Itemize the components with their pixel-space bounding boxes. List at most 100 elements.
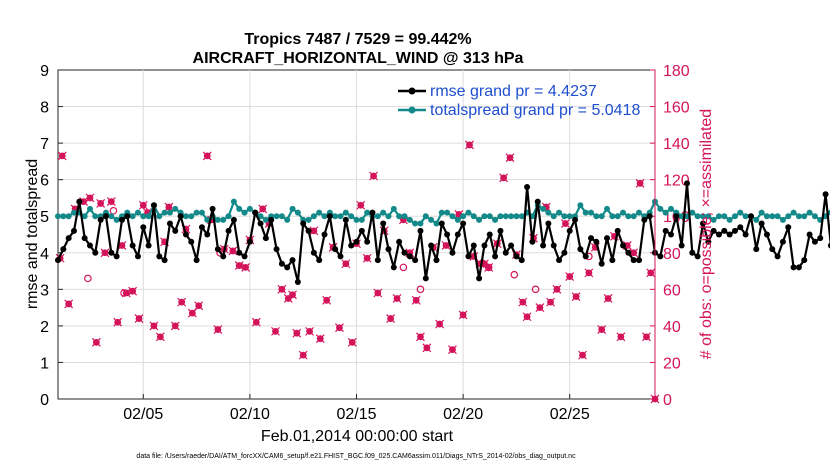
obs-assimilated-point [292,328,302,338]
rmse-point [454,231,461,238]
totalspread-point [294,209,301,216]
obs-assimilated-point [522,312,532,322]
obs-assimilated-point [96,199,106,208]
obs-assimilated-cross [505,153,515,163]
x-tick-label: 02/25 [550,406,590,423]
totalspread-point [289,205,296,212]
obs-assimilated-cross [642,332,651,342]
totalspread-point [204,216,211,223]
totalspread-point [620,209,627,216]
obs-assimilated-point [155,332,165,342]
obs-assimilated-cross [91,337,101,347]
rmse-point [412,257,419,264]
obs-assimilated-cross [113,317,123,327]
totalspread-point [214,216,221,223]
totalspread-point [422,213,429,220]
totalspread-point [172,205,179,212]
obs-assimilated-point [170,321,180,331]
obs-assimilated-cross [138,200,148,210]
obs-assimilated-point [465,140,474,150]
obs-possible-point [109,206,118,215]
totalspread-point [454,216,461,223]
obs-assimilated-point [194,301,204,311]
y-left-tick-label: 2 [40,319,49,336]
y-axis-right: 020406080100120140160180 [650,63,690,409]
rmse-point [65,235,72,242]
obs-assimilated-cross [369,171,378,181]
rmse-point [134,253,141,260]
totalspread-point [278,213,285,220]
obs-assimilated-point [64,299,74,309]
rmse-point [60,246,67,253]
y-right-tick-label: 40 [663,319,681,336]
rmse-point [70,227,77,234]
totalspread-point [364,209,371,216]
obs-assimilated-cross [271,326,280,336]
rmse-point [129,242,136,249]
rmse-point [332,246,339,253]
rmse-point [225,227,232,234]
totalspread-point [556,209,563,216]
rmse-point [667,231,674,238]
rmse-point [76,198,83,205]
rmse-point [417,227,424,234]
obs-assimilated-cross [435,319,445,329]
rmse-point [779,238,786,245]
obs-assimilated-cross [373,288,383,298]
totalspread-point [625,213,632,220]
rmse-point [742,231,749,238]
rmse-point [636,257,643,264]
totalspread-point [630,213,637,220]
y-right-tick-label: 0 [663,392,672,409]
y-left-tick-label: 1 [40,355,49,372]
rmse-point [124,213,131,220]
totalspread-point [108,213,115,220]
totalspread-point [470,213,477,220]
obs-assimilated-point [597,325,607,334]
obs-assimilated-point [251,317,261,327]
rmse-point [646,213,653,220]
totalspread-point [545,209,552,216]
rmse-point [220,253,227,260]
rmse-point [486,231,493,238]
rmse-point [310,249,317,256]
totalspread-point [577,202,584,209]
rmse-point [92,249,99,256]
obs-assimilated-cross [386,314,396,324]
rmse-point [406,253,413,260]
totalspread-point [342,209,349,216]
y-axis-left-label: rmse and totalspread [24,159,41,309]
totalspread-point [401,213,408,220]
rmse-point [214,246,221,253]
totalspread-point [193,209,200,216]
obs-assimilated-point [422,343,432,353]
obs-assimilated-point [356,200,366,210]
rmse-point [204,231,211,238]
obs-assimilated-point [565,272,575,281]
rmse-point [118,216,125,223]
chart-title-line1: Tropics 7487 / 7529 = 99.442% [244,31,471,48]
rmse-point [81,235,88,242]
rmse-point [161,257,168,264]
obs-assimilated-point [571,292,581,302]
totalspread-point [198,209,205,216]
y-left-tick-label: 5 [40,209,49,226]
totalspread-point [497,213,504,220]
obs-assimilated-point [305,326,315,336]
totalspread-point [385,213,392,220]
obs-assimilated-cross [288,290,297,300]
rmse-point [172,227,179,234]
x-tick-label: 02/10 [230,406,270,423]
totalspread-point [811,213,818,220]
obs-assimilated-cross [518,297,528,307]
x-tick-label: 02/15 [336,406,376,423]
obs-assimilated-point [335,323,344,333]
totalspread-point [561,213,568,220]
rmse-point [710,227,717,234]
rmse-point [566,227,573,234]
legend-spread-marker [408,106,416,114]
totalspread-point [140,213,147,220]
totalspread-point [305,216,312,223]
y-axis-right-label: # of obs: o=possible; ×=assimilated [698,109,715,359]
obs-assimilated-cross [571,292,581,302]
